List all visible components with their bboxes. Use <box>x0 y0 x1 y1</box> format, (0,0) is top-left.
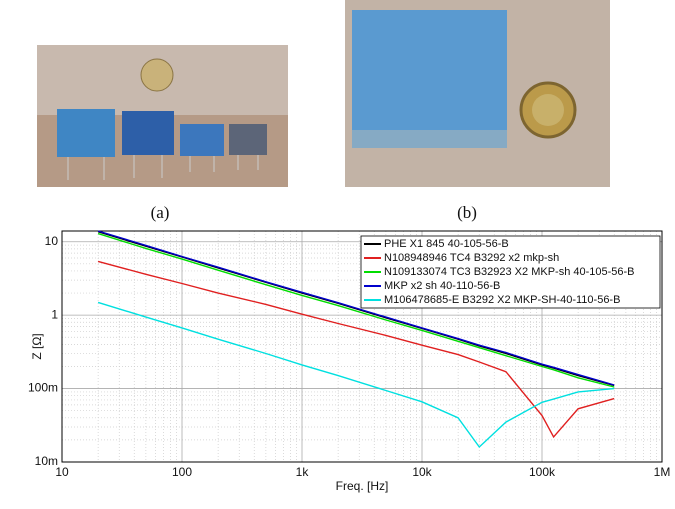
x-tick-label: 1M <box>654 465 671 479</box>
plot-frame <box>61 230 663 463</box>
x-tick-label: 10k <box>412 465 432 479</box>
legend-label: PHE X1 845 40-105-56-B <box>384 238 509 250</box>
y-tick-label: 1 <box>51 307 58 321</box>
y-tick-label: 10m <box>35 454 58 468</box>
x-tick-label: 10 <box>55 465 69 479</box>
x-tick-label: 1k <box>296 465 310 479</box>
series-line <box>97 232 615 388</box>
plot: 10 100 1k 10k 100k 1M 10m 100m 1 10 Freq. [Hz] Z [Ω… <box>28 230 671 493</box>
legend: PHE X1 845 40-105-56-B N108948946 TC4 B32… <box>360 235 661 309</box>
x-axis-label: Freq. [Hz] <box>336 479 389 493</box>
photo-b <box>345 0 610 187</box>
x-tick-label: 100k <box>529 465 556 479</box>
photo-a <box>37 45 288 187</box>
legend-label: M106478685-E B3292 X2 MKP-SH-40-110-56-B <box>384 294 620 306</box>
series-line <box>97 230 615 386</box>
caption: (b) <box>457 203 477 222</box>
legend-label: MKP x2 sh 40-110-56-B <box>384 280 500 292</box>
legend-label: N108948946 TC4 B3292 x2 mkp-sh <box>384 252 559 264</box>
legend-label: N109133074 TC3 B32923 X2 MKP-sh 40-105-5… <box>384 266 635 278</box>
x-tick-label: 100 <box>172 465 192 479</box>
y-tick-label: 100m <box>28 381 58 395</box>
legend-box <box>360 235 661 309</box>
series-line <box>97 301 615 449</box>
y-axis-label: Z [Ω] <box>30 333 44 359</box>
caption: (a) <box>151 203 170 222</box>
y-tick-label: 10 <box>45 234 59 248</box>
series-line <box>97 260 615 439</box>
